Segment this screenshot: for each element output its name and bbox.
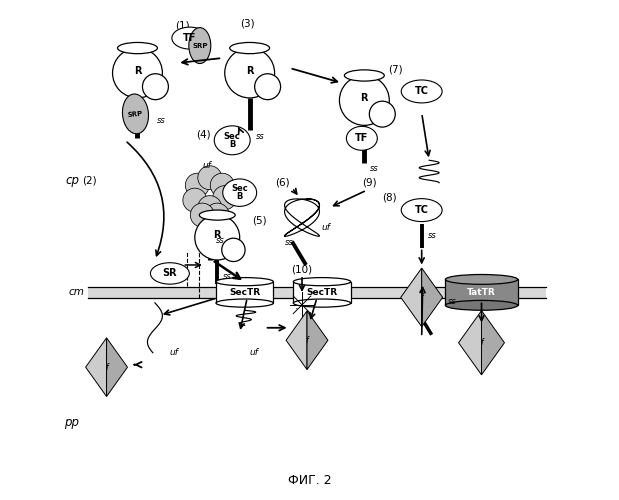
Ellipse shape xyxy=(216,299,274,307)
Polygon shape xyxy=(400,268,422,326)
Polygon shape xyxy=(459,310,482,375)
Circle shape xyxy=(198,196,222,220)
Ellipse shape xyxy=(214,126,250,155)
Circle shape xyxy=(339,76,389,126)
Text: ФИГ. 2: ФИГ. 2 xyxy=(288,474,331,487)
Circle shape xyxy=(183,188,207,212)
Text: (2): (2) xyxy=(82,175,97,185)
Circle shape xyxy=(190,203,214,227)
Text: ss: ss xyxy=(216,236,225,244)
Text: ss: ss xyxy=(285,238,293,247)
Circle shape xyxy=(113,48,162,98)
Text: TF: TF xyxy=(183,33,196,43)
Bar xyxy=(293,282,350,303)
Text: (5): (5) xyxy=(253,215,267,225)
Text: ss: ss xyxy=(370,164,379,172)
Text: (9): (9) xyxy=(362,178,376,188)
Text: f: f xyxy=(420,293,423,302)
Text: uf: uf xyxy=(170,348,179,356)
Text: R: R xyxy=(134,66,141,76)
Ellipse shape xyxy=(446,300,517,310)
Text: uf: uf xyxy=(322,223,331,232)
Text: SR: SR xyxy=(163,268,177,278)
Circle shape xyxy=(210,173,234,197)
Text: f: f xyxy=(105,362,108,372)
Polygon shape xyxy=(286,311,307,370)
Text: TC: TC xyxy=(415,205,429,215)
Text: SRP: SRP xyxy=(128,110,144,118)
Text: SecTR: SecTR xyxy=(306,288,337,297)
Text: cp: cp xyxy=(65,174,79,186)
Text: (8): (8) xyxy=(382,192,397,202)
Text: Sec
B: Sec B xyxy=(232,184,248,202)
Ellipse shape xyxy=(150,262,189,284)
Text: R: R xyxy=(246,66,253,76)
Text: TatTR: TatTR xyxy=(467,288,496,297)
Ellipse shape xyxy=(293,299,350,307)
Text: R: R xyxy=(214,230,221,240)
Circle shape xyxy=(185,173,209,197)
Text: TF: TF xyxy=(355,134,368,143)
Text: f: f xyxy=(480,338,483,347)
Ellipse shape xyxy=(347,126,378,150)
Ellipse shape xyxy=(344,70,384,81)
Text: f: f xyxy=(306,336,308,344)
Text: TC: TC xyxy=(415,86,429,97)
Ellipse shape xyxy=(401,80,442,103)
Ellipse shape xyxy=(401,198,442,222)
Text: (6): (6) xyxy=(275,178,290,188)
Text: (3): (3) xyxy=(240,18,254,28)
Text: SecTR: SecTR xyxy=(229,288,260,297)
Text: pp: pp xyxy=(64,416,79,428)
Text: uf: uf xyxy=(203,160,212,170)
Text: (4): (4) xyxy=(196,130,210,140)
Ellipse shape xyxy=(118,42,157,54)
Circle shape xyxy=(195,215,240,260)
Circle shape xyxy=(222,238,245,262)
Text: uf: uf xyxy=(249,348,259,357)
Bar xyxy=(88,287,547,298)
Polygon shape xyxy=(307,311,328,370)
Text: (10): (10) xyxy=(292,265,313,275)
Text: R: R xyxy=(361,93,368,103)
Circle shape xyxy=(206,203,229,227)
Circle shape xyxy=(254,74,280,100)
Text: cm: cm xyxy=(68,288,84,298)
Text: ss: ss xyxy=(428,230,436,239)
Polygon shape xyxy=(106,338,128,396)
Ellipse shape xyxy=(293,278,350,285)
Ellipse shape xyxy=(216,278,274,285)
Ellipse shape xyxy=(172,27,208,49)
Circle shape xyxy=(370,101,396,127)
Ellipse shape xyxy=(189,28,211,64)
Ellipse shape xyxy=(223,179,257,206)
Circle shape xyxy=(142,74,168,100)
Polygon shape xyxy=(482,310,504,375)
Text: ss: ss xyxy=(448,297,456,306)
Ellipse shape xyxy=(199,210,235,220)
Text: Sec
B: Sec B xyxy=(224,132,241,149)
Bar xyxy=(446,280,517,305)
Circle shape xyxy=(225,48,275,98)
Text: ·: · xyxy=(295,304,299,314)
Text: (7): (7) xyxy=(389,64,403,74)
Circle shape xyxy=(198,166,222,190)
Ellipse shape xyxy=(230,42,270,54)
Text: (1): (1) xyxy=(175,20,189,30)
Polygon shape xyxy=(422,268,443,326)
Text: ss: ss xyxy=(256,132,264,141)
Text: ss: ss xyxy=(157,116,165,125)
Ellipse shape xyxy=(446,274,517,284)
Bar xyxy=(216,282,274,303)
Polygon shape xyxy=(85,338,106,396)
Ellipse shape xyxy=(123,94,149,134)
Text: ss: ss xyxy=(223,272,232,281)
Text: SRP: SRP xyxy=(192,42,207,48)
Circle shape xyxy=(213,186,236,210)
